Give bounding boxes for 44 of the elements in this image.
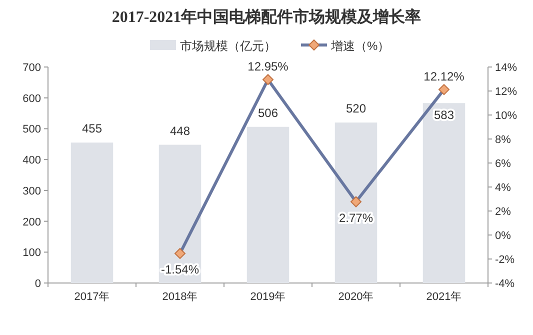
legend-label: 市场规模（亿元） bbox=[180, 39, 276, 53]
y2-tick-label: 4% bbox=[495, 182, 512, 194]
data-label: 520 bbox=[346, 102, 366, 116]
bar bbox=[158, 144, 202, 283]
x-tick-label: 2021年 bbox=[426, 291, 462, 303]
bar bbox=[334, 122, 378, 283]
point bbox=[262, 74, 274, 86]
y2-tick-label: 8% bbox=[495, 134, 512, 146]
data-label: 12.95% bbox=[248, 60, 289, 74]
bar bbox=[246, 126, 290, 283]
data-label: 583 bbox=[434, 108, 454, 122]
y2-tick-label: 14% bbox=[495, 62, 518, 74]
bar bbox=[422, 103, 466, 283]
y2-tick-label: 6% bbox=[495, 158, 512, 170]
data-label: 12.12% bbox=[424, 70, 465, 84]
data-label: 506 bbox=[258, 106, 278, 120]
y2-tick-label: 10% bbox=[495, 110, 518, 122]
y-tick-label: 300 bbox=[22, 185, 41, 198]
bar bbox=[70, 142, 114, 283]
y2-tick-label: 2% bbox=[495, 206, 512, 218]
chart-title: 2017-2021年中国电梯配件市场规模及增长率 bbox=[112, 7, 422, 26]
y-tick-label: 100 bbox=[22, 247, 41, 260]
x-tick-label: 2020年 bbox=[338, 291, 374, 303]
legend-label: 增速（%） bbox=[330, 39, 390, 53]
y-tick-label: 500 bbox=[22, 124, 41, 136]
point bbox=[350, 196, 362, 208]
data-label: 448 bbox=[170, 124, 190, 138]
data-label: 455 bbox=[82, 122, 102, 136]
x-tick-label: 2017年 bbox=[74, 291, 110, 303]
y2-tick-label: -2% bbox=[495, 254, 515, 266]
y2-tick-label: 12% bbox=[495, 86, 518, 98]
y-tick-label: 0 bbox=[34, 278, 41, 290]
y2-tick-label: 0% bbox=[495, 230, 512, 242]
y-tick-label: 200 bbox=[22, 216, 41, 228]
y-tick-label: 400 bbox=[22, 154, 41, 167]
y2-tick-label: -4% bbox=[495, 278, 515, 290]
y-tick-label: 700 bbox=[22, 62, 41, 74]
y-tick-label: 600 bbox=[22, 92, 41, 105]
data-label: 2.77% bbox=[338, 210, 374, 225]
x-tick-label: 2019年 bbox=[250, 291, 286, 303]
point bbox=[438, 84, 450, 96]
point bbox=[174, 248, 186, 259]
data-label: -1.54% bbox=[160, 262, 200, 276]
x-tick-label: 2018年 bbox=[162, 291, 198, 303]
